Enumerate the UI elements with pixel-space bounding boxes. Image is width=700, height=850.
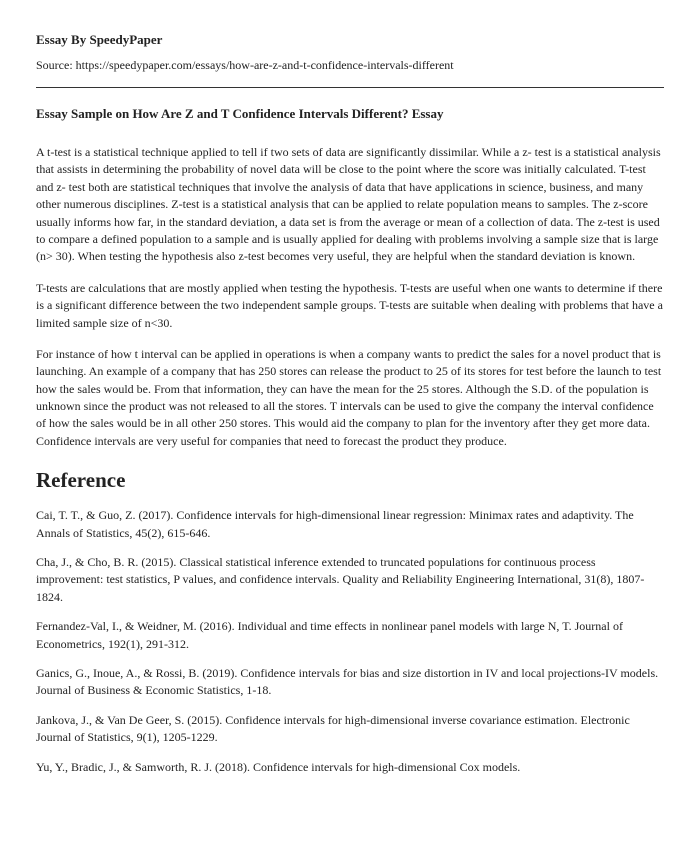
body-paragraph: For instance of how t interval can be ap…	[36, 346, 664, 450]
source-url: https://speedypaper.com/essays/how-are-z…	[76, 58, 454, 72]
reference-entry: Fernandez-Val, I., & Weidner, M. (2016).…	[36, 618, 664, 653]
essay-title: Essay Sample on How Are Z and T Confiden…	[36, 106, 664, 122]
brand-header: Essay By SpeedyPaper	[36, 32, 664, 48]
header-divider	[36, 87, 664, 88]
source-label: Source:	[36, 58, 76, 72]
reference-entry: Yu, Y., Bradic, J., & Samworth, R. J. (2…	[36, 759, 664, 776]
body-paragraph: T-tests are calculations that are mostly…	[36, 280, 664, 332]
body-paragraph: A t-test is a statistical technique appl…	[36, 144, 664, 266]
reference-entry: Cai, T. T., & Guo, Z. (2017). Confidence…	[36, 507, 664, 542]
source-line: Source: https://speedypaper.com/essays/h…	[36, 58, 664, 73]
reference-entry: Cha, J., & Cho, B. R. (2015). Classical …	[36, 554, 664, 606]
reference-entry: Jankova, J., & Van De Geer, S. (2015). C…	[36, 712, 664, 747]
reference-entry: Ganics, G., Inoue, A., & Rossi, B. (2019…	[36, 665, 664, 700]
references-heading: Reference	[36, 468, 664, 493]
